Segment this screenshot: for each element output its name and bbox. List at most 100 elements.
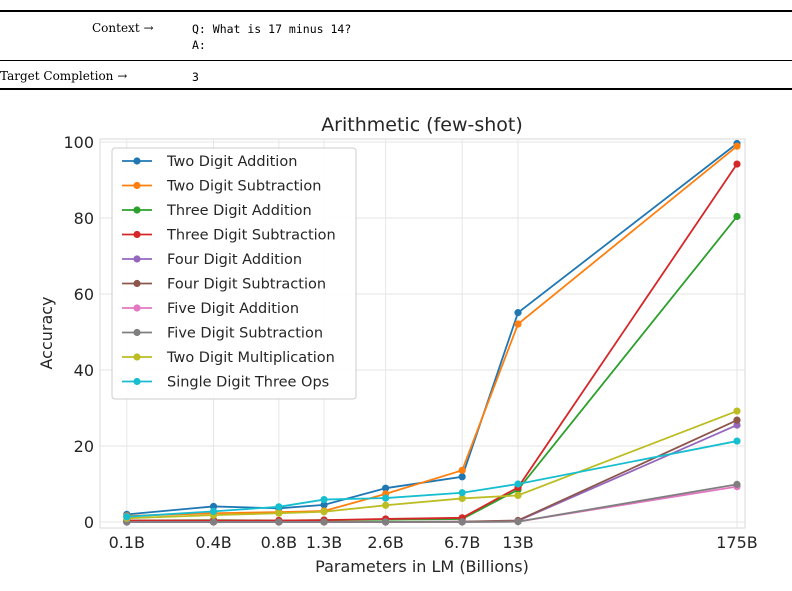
legend-swatch-marker <box>133 157 141 165</box>
chart-title: Arithmetic (few-shot) <box>321 114 523 136</box>
legend-item: Four Digit Addition <box>122 252 302 268</box>
legend-swatch-marker <box>133 304 141 312</box>
data-point <box>209 502 218 511</box>
legend-swatch-marker <box>133 353 141 361</box>
legend-item: Five Digit Subtraction <box>122 326 323 342</box>
series <box>123 437 741 521</box>
data-point <box>209 518 218 526</box>
series-line <box>126 483 738 523</box>
target-value: 3 <box>192 70 199 84</box>
legend-box <box>111 147 357 400</box>
legend-swatch-marker <box>133 377 141 386</box>
data-point <box>382 484 390 492</box>
data-point <box>733 160 741 168</box>
legend-swatch-marker <box>133 206 141 214</box>
series-line <box>126 410 738 520</box>
legend-item: Three Digit Subtraction <box>122 228 336 244</box>
x-tick-label: 175B <box>716 533 758 552</box>
legend: Two Digit Addition Two Digit Subtraction T… <box>111 147 357 400</box>
context-line-1: Q: What is 17 minus 14? <box>192 22 352 36</box>
legend-item: Two Digit Addition <box>122 154 297 170</box>
data-point <box>514 480 522 488</box>
tick-layer: 0.1B 0.4B 0.8B 1.3B 2.6B 6.7B 13B 175B 0 20 40 60 80… <box>63 133 757 552</box>
legend-item: Two Digit Multiplication <box>122 350 335 366</box>
data-point <box>733 416 741 424</box>
top-rule <box>0 10 792 12</box>
series <box>123 139 741 518</box>
data-point <box>733 142 741 150</box>
data-point <box>733 480 741 488</box>
data-point <box>514 320 522 328</box>
data-point <box>733 212 741 221</box>
x-tick-label: 2.6B <box>367 533 403 552</box>
y-tick-label: 60 <box>74 285 94 304</box>
legend-swatch-marker <box>133 328 141 337</box>
series-layer <box>123 139 741 526</box>
data-point <box>320 508 328 516</box>
data-point <box>733 421 741 429</box>
data-point <box>275 503 283 511</box>
legend-label: Four Digit Subtraction <box>167 277 326 293</box>
series-line <box>126 440 738 518</box>
series <box>123 480 741 526</box>
series-line <box>126 142 738 516</box>
legend-label: Single Digit Three Ops <box>167 375 329 391</box>
legend-label: Three Digit Addition <box>166 203 312 219</box>
legend-swatch-marker <box>133 181 141 190</box>
data-point <box>320 495 328 504</box>
series-line <box>126 163 738 522</box>
legend-label: Two Digit Subtraction <box>166 179 321 195</box>
y-tick-label: 80 <box>74 209 94 228</box>
x-tick-label: 13B <box>502 533 533 552</box>
data-point <box>209 507 218 515</box>
data-point <box>123 513 131 521</box>
x-tick-label: 1.3B <box>306 533 342 552</box>
data-point <box>514 491 522 499</box>
target-label: Target Completion → <box>0 69 128 83</box>
legend-label: Five Digit Addition <box>167 301 299 317</box>
legend-label: Two Digit Multiplication <box>166 350 335 366</box>
y-tick-label: 20 <box>74 437 94 456</box>
legend-item: Four Digit Subtraction <box>122 277 326 293</box>
data-point <box>458 473 466 481</box>
mid-rule <box>0 60 792 61</box>
data-point <box>514 518 522 526</box>
example-table: Context → Q: What is 17 minus 14? A: Tar… <box>0 10 792 90</box>
legend-swatch-marker <box>133 255 141 263</box>
data-point <box>458 494 466 503</box>
data-point <box>320 518 328 526</box>
context-line-2: A: <box>192 38 206 52</box>
data-point <box>458 466 466 474</box>
legend-label: Four Digit Addition <box>167 252 302 268</box>
y-tick-label: 100 <box>63 133 94 152</box>
data-point <box>733 437 741 445</box>
data-point <box>458 518 466 526</box>
data-point <box>382 501 390 509</box>
data-point <box>458 489 466 497</box>
y-axis-label: Accuracy <box>37 296 56 369</box>
x-tick-label: 0.1B <box>109 533 145 552</box>
series-line <box>126 145 738 517</box>
data-point <box>514 309 522 317</box>
data-point <box>382 518 390 526</box>
x-axis-label: Parameters in LM (Billions) <box>315 557 529 576</box>
legend-label: Three Digit Subtraction <box>166 228 336 244</box>
legend-item: Single Digit Three Ops <box>122 375 329 391</box>
x-tick-label: 0.4B <box>195 533 231 552</box>
x-tick-label: 0.8B <box>261 533 297 552</box>
data-point <box>320 501 328 509</box>
context-label: Context → <box>92 21 154 35</box>
legend-item: Three Digit Addition <box>122 203 312 219</box>
y-tick-label: 40 <box>74 361 94 380</box>
legend-label: Five Digit Subtraction <box>167 326 323 342</box>
legend-swatch-marker <box>133 279 141 288</box>
bottom-rule <box>0 88 792 90</box>
x-tick-label: 6.7B <box>444 533 480 552</box>
legend-item: Two Digit Subtraction <box>122 179 321 195</box>
legend-swatch-marker <box>133 230 141 239</box>
legend-item: Five Digit Addition <box>122 301 299 317</box>
data-point <box>275 509 283 517</box>
data-point <box>733 407 741 415</box>
data-point <box>382 494 390 502</box>
